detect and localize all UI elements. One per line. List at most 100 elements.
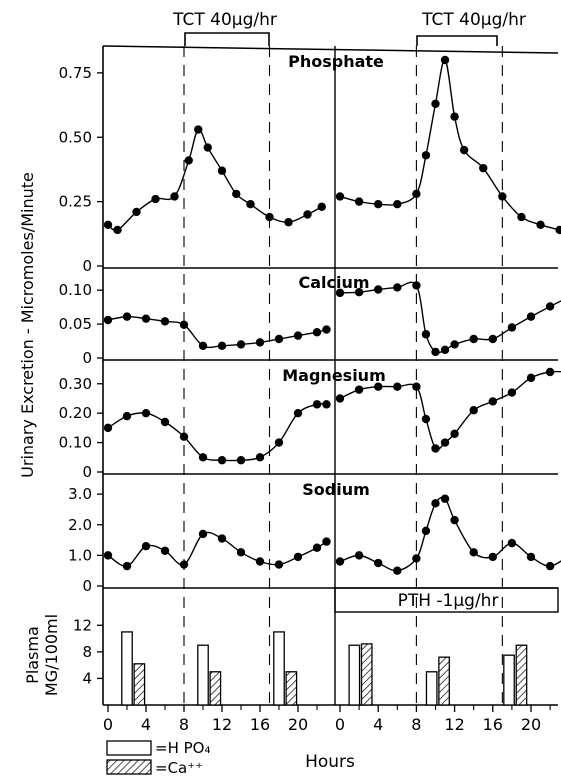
phosphate-point [498,192,507,201]
plasma-bar-ca [515,644,528,706]
data-series [103,55,561,575]
magnesium-point [354,385,364,394]
y-tick-label: 0.50 [59,128,92,146]
y-tick-label: 0.30 [59,375,92,393]
phosphate-point [232,189,241,199]
magnesium-point [312,400,322,409]
pth-box [334,587,559,613]
phosphate-point [113,225,122,235]
calcium-point [469,334,478,344]
sodium-point [545,561,555,571]
x-tick-label: 0 [335,715,345,734]
calcium-point [421,330,431,339]
phosphate-point [217,166,227,175]
magnesium-point [141,408,151,418]
phosphate-point [421,151,431,160]
top-label-left: TCT 40μg/hr [172,10,277,30]
phosphate-point [170,192,179,201]
infusion-bracket-right [416,35,498,46]
calcium-point [431,347,440,357]
top-frame-line [102,45,559,54]
x-tick-label: 8 [179,715,189,734]
plasma-label-line2: MG/100ml [42,614,61,696]
plasma-bar-ca [285,671,298,706]
magnesium-point [255,453,265,462]
calcium-point [293,331,303,340]
phosphate-point [450,112,459,121]
sodium-line-right [339,496,561,572]
phosphate-point [194,125,203,134]
phosphate-point [536,220,545,229]
plasma-bar-ca [438,656,450,706]
phosphate-point [517,212,526,222]
magnesium-point [545,367,555,377]
x-ticks: 0 4 8 12 16 20 0 4 8 12 16 20 [103,705,551,734]
y-tick-label: 0.10 [59,434,92,452]
sodium-point [217,534,227,543]
calcium-point [312,328,322,337]
sodium-point [507,538,517,548]
phosphate-point [132,207,141,217]
calcium-point [322,325,331,334]
x-tick-label: 8 [411,715,421,734]
magnesium-point [322,400,331,409]
sodium-point [312,543,322,552]
x-axis-title: Hours [305,752,355,772]
legend-label-hpo4: =H PO₄ [155,739,210,757]
calcium-point [374,285,383,294]
plasma-bar-hpo4 [197,644,209,706]
y-tick-label: 0 [82,463,92,481]
magnesium-point [122,411,132,421]
plasma-bar-hpo4 [121,631,133,706]
y-tick-label: 12 [73,616,92,634]
sodium-point [198,529,208,539]
sodium-point [122,561,132,571]
y-axis-title: Urinary Excretion - Micromoles/Minute [18,172,37,478]
calcium-point [179,320,189,329]
y-tick-label: 3.0 [68,485,92,503]
phosphate-point [479,163,488,173]
sodium-point [274,560,284,569]
panel-title-magnesium: Magnesium [282,366,385,385]
legend-label-ca: =Ca⁺⁺ [155,759,203,777]
phosphate-point [354,197,364,206]
phosphate-point [103,220,113,229]
sodium-point [450,515,459,525]
panel-title-sodium: Sodium [302,480,370,499]
sodium-point [526,552,536,562]
phosphate-point [393,200,402,209]
y-tick-label: 0 [82,349,92,367]
phosphate-point [303,210,312,219]
plasma-label-line1: Plasma [23,626,42,684]
sodium-point [335,557,345,566]
magnesium-point [440,438,450,447]
sodium-point [236,548,246,557]
panel-title-phosphate: Phosphate [288,52,384,71]
sodium-point [179,560,189,569]
phosphate-point [412,189,421,199]
magnesium-point [469,406,478,415]
top-label-right: TCT 40μg/hr [421,10,526,30]
phosphate-point [184,156,193,165]
magnesium-point [198,453,208,462]
plasma-bar-ca [133,663,146,706]
infusion-bracket-left [184,32,270,46]
x-tick-label: 12 [444,715,464,734]
magnesium-point [160,417,170,427]
plasma-bars [121,631,528,706]
plasma-bar-ca [209,671,222,706]
legend-swatch-hpo4 [106,740,152,756]
y-tick-label: 2.0 [68,516,92,534]
magnesium-point [236,456,246,465]
sodium-point [293,552,303,562]
plasma-bar-hpo4 [273,631,285,706]
calcium-point [393,283,402,292]
magnesium-point [526,373,536,383]
calcium-point [440,345,450,355]
calcium-point [545,302,555,311]
plasma-bar-hpo4 [348,644,361,706]
magnesium-point [450,429,459,438]
x-tick-label: 0 [103,715,113,734]
phosphate-point [246,200,255,209]
calcium-point [526,312,536,321]
